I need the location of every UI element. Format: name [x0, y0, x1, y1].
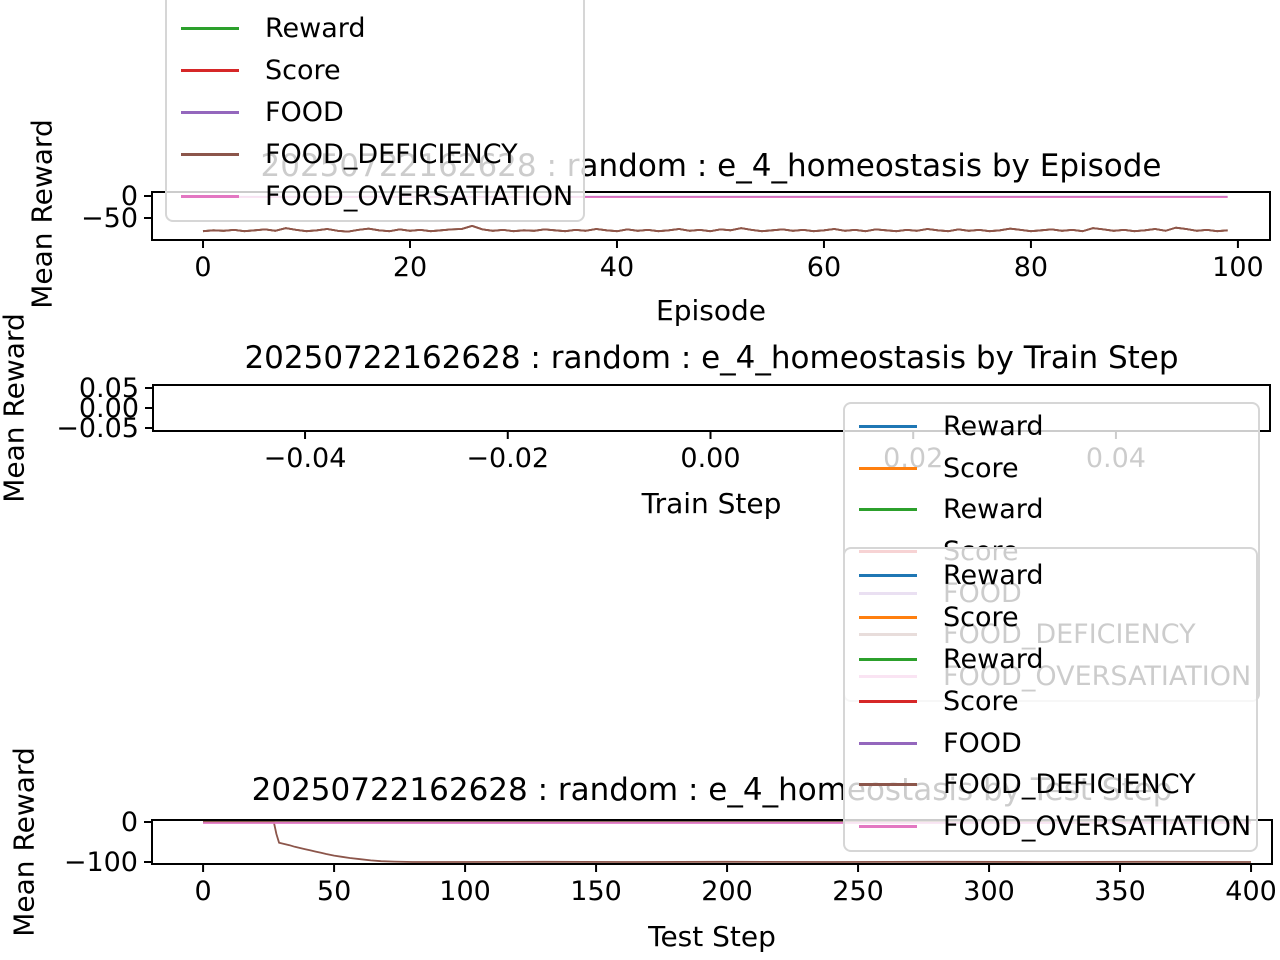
legend-entry-label: Reward — [943, 411, 1044, 443]
legend-entry: Score — [845, 597, 1256, 639]
legend-line-swatch — [181, 194, 239, 198]
legend-line-swatch — [859, 741, 917, 745]
legend-entry: FOOD_DEFICIENCY — [845, 764, 1256, 806]
legend-line-swatch — [859, 616, 917, 620]
train-step-chart-title: 20250722162628 : random : e_4_homeostasi… — [244, 340, 1179, 376]
legend-entry-label: Reward — [943, 643, 1044, 675]
legend-entry-label: FOOD — [943, 727, 1022, 759]
legend-line-swatch — [859, 466, 917, 470]
x-tick-label: −0.04 — [264, 443, 347, 474]
test-step-y-axis-label: Mean Reward — [7, 747, 41, 937]
legend-entry: Reward — [845, 406, 1258, 448]
legend-line-swatch — [859, 657, 917, 661]
y-tick-label: 0.00 — [79, 393, 139, 424]
x-tick-label: 300 — [963, 876, 1015, 907]
series-line-food_deficiency — [202, 225, 1228, 233]
x-tick-label: 80 — [1014, 252, 1048, 283]
legend-entry-label: Score — [943, 685, 1019, 717]
legend-entry-label: Reward — [943, 560, 1044, 592]
legend-entry: FOOD — [167, 92, 583, 134]
x-tick-label: 100 — [439, 876, 491, 907]
legend-line-swatch — [181, 27, 239, 31]
legend-line-swatch — [859, 783, 917, 787]
x-tick-label: 40 — [600, 252, 634, 283]
test-step-x-axis-label: Test Step — [648, 920, 776, 953]
y-tick-label: 0 — [121, 807, 138, 838]
x-tick-label: 400 — [1225, 876, 1277, 907]
x-tick-label: 20 — [393, 252, 427, 283]
legend-line-swatch — [859, 574, 917, 578]
legend-entry-label: FOOD_OVERSATIATION — [943, 811, 1252, 843]
legend-line-swatch — [859, 425, 917, 429]
legend-line-swatch — [181, 69, 239, 73]
y-tick-label: 0 — [121, 181, 138, 212]
legend-entry-label: FOOD_OVERSATIATION — [265, 180, 574, 212]
x-tick-label: 350 — [1094, 876, 1146, 907]
x-tick-label: 0.00 — [680, 443, 740, 474]
legend-entry: Score — [167, 50, 583, 92]
legend-entry-label: Reward — [265, 13, 366, 45]
legend-entry: FOOD_DEFICIENCY — [167, 133, 583, 175]
legend-line-swatch — [859, 508, 917, 512]
legend-line-swatch — [181, 152, 239, 156]
y-tick-label: −100 — [64, 847, 138, 878]
legend-line-swatch — [859, 825, 917, 829]
legend-line-swatch — [859, 699, 917, 703]
test-step-legend: Reward Score Reward Score FOOD FOOD_DEFICIENC… — [843, 547, 1258, 852]
y-tick-label: −50 — [81, 203, 138, 234]
legend-entry: Reward — [845, 489, 1258, 531]
legend-entry-label: Score — [943, 452, 1019, 484]
legend-entry-label: Score — [265, 55, 341, 87]
x-tick-label: 0 — [194, 252, 211, 283]
x-tick-label: −0.02 — [466, 443, 549, 474]
x-tick-label: 100 — [1212, 252, 1264, 283]
legend-line-swatch — [181, 110, 239, 114]
legend-entry: FOOD_OVERSATIATION — [845, 806, 1256, 848]
axes-spines — [151, 191, 1271, 241]
legend-entry: Score — [845, 680, 1256, 722]
legend-entry: Reward — [167, 8, 583, 50]
x-tick-label: 60 — [807, 252, 841, 283]
legend-entry: Reward — [845, 555, 1256, 597]
legend-entry: FOOD — [845, 722, 1256, 764]
episode-y-axis-label: Mean Reward — [25, 119, 59, 309]
legend-entry-label: FOOD_DEFICIENCY — [943, 769, 1196, 801]
legend-entry: Score — [845, 448, 1258, 490]
train-step-y-axis-label: Mean Reward — [0, 313, 31, 503]
x-tick-label: 250 — [832, 876, 884, 907]
x-tick-label: 200 — [701, 876, 753, 907]
y-tick-label: −0.05 — [56, 413, 139, 444]
x-tick-label: 150 — [570, 876, 622, 907]
x-tick-label: 50 — [317, 876, 351, 907]
legend-entry-label: Reward — [943, 494, 1044, 526]
legend-entry: Reward — [845, 639, 1256, 681]
legend-entry-label: Score — [943, 602, 1019, 634]
legend-entry-label: FOOD_DEFICIENCY — [265, 138, 518, 170]
episode-legend: Reward Score FOOD FOOD_DEFICIENCY FOOD_OVERS… — [165, 0, 585, 222]
episode-x-axis-label: Episode — [656, 294, 766, 327]
legend-entry: FOOD_OVERSATIATION — [167, 175, 583, 217]
legend-entry-label: FOOD — [265, 96, 344, 128]
series-line-food_deficiency — [203, 821, 1252, 863]
x-tick-label: 0 — [194, 876, 211, 907]
y-tick-label: 0.05 — [79, 373, 139, 404]
axes-spines — [152, 384, 1271, 432]
train-step-x-axis-label: Train Step — [641, 487, 782, 520]
axes-spines — [151, 819, 1273, 865]
